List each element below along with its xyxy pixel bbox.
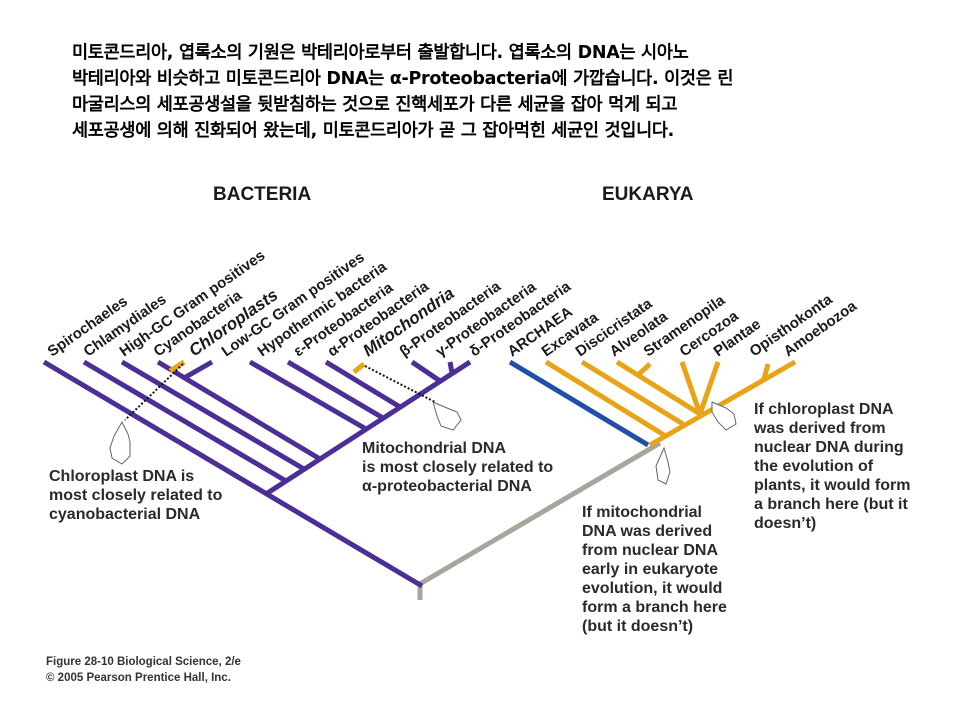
note-line: cyanobacterial DNA <box>49 506 201 523</box>
intro-line: 세포공생에 의해 진화되어 왔는데, 미토콘드리아가 곧 그 잡아먹힌 세균인 … <box>72 121 675 141</box>
note-line: early in eukaryote <box>582 561 719 578</box>
note-line: (but it doesn’t) <box>582 618 694 635</box>
endosymbiont-highlights <box>168 359 366 374</box>
hand-pointer-icon <box>432 401 462 431</box>
eukarya-clade <box>544 359 797 448</box>
note-line: a branch here (but it <box>754 496 908 513</box>
note-line: evolution, it would <box>582 580 723 597</box>
note-line: is most closely related to <box>362 459 554 476</box>
archaea-branch <box>508 359 650 448</box>
hand-pointer-icon <box>109 420 131 465</box>
domain-label-bacteria: BACTERIA <box>213 184 312 205</box>
hand-pointer-icon <box>655 446 671 485</box>
note-line: most closely related to <box>49 487 223 504</box>
bacteria-taxa-labels: Spirochaeles Chlamydiales High-GC Gram p… <box>45 247 575 360</box>
figure-credit: Figure 28-10 Biological Science, 2/e © 2… <box>46 654 241 686</box>
note-line: the evolution of <box>754 458 874 475</box>
note-line: from nuclear DNA <box>582 542 719 559</box>
note-line: Chloroplast DNA is <box>49 468 195 485</box>
note-line: doesn’t) <box>754 515 817 532</box>
pointer-lines <box>124 363 436 421</box>
note-line: DNA was derived <box>582 523 713 540</box>
intro-line: 마굴리스의 세포공생설을 뒷받침하는 것으로 진핵세포가 다른 세균을 잡아 먹… <box>72 95 678 115</box>
credit-line: © 2005 Pearson Prentice Hall, Inc. <box>46 672 231 684</box>
bacteria-clade <box>42 359 472 589</box>
note-line: If mitochondrial <box>582 504 702 521</box>
note-mito-nuclear-hypothesis: If mitochondrial DNA was derived from nu… <box>582 503 727 636</box>
credit-line: Figure 28-10 Biological Science, 2/e <box>46 656 241 668</box>
intro-line: 미토콘드리아, 엽록소의 기원은 박테리아로부터 출발합니다. 엽록소의 DNA… <box>72 43 689 63</box>
domain-label-eukarya: EUKARYA <box>602 184 694 205</box>
note-chloro-nuclear-hypothesis: If chloroplast DNA was derived from nucl… <box>754 400 910 533</box>
note-chloroplast-dna: Chloroplast DNA is most closely related … <box>49 467 222 524</box>
intro-paragraph: 미토콘드리아, 엽록소의 기원은 박테리아로부터 출발합니다. 엽록소의 DNA… <box>72 40 902 144</box>
note-line: was derived from <box>754 420 886 437</box>
intro-line: 박테리아와 비슷하고 미토콘드리아 DNA는 α-Proteobacteria에… <box>72 69 734 89</box>
note-line: Mitochondrial DNA <box>362 440 506 457</box>
note-line: plants, it would form <box>754 477 911 494</box>
note-line: If chloroplast DNA <box>754 401 894 418</box>
note-line: form a branch here <box>582 599 727 616</box>
note-mitochondrial-dna: Mitochondrial DNA is most closely relate… <box>362 439 553 496</box>
note-line: α-proteobacterial DNA <box>362 478 532 495</box>
note-line: nuclear DNA during <box>754 439 904 456</box>
hand-pointer-icon <box>711 401 737 431</box>
